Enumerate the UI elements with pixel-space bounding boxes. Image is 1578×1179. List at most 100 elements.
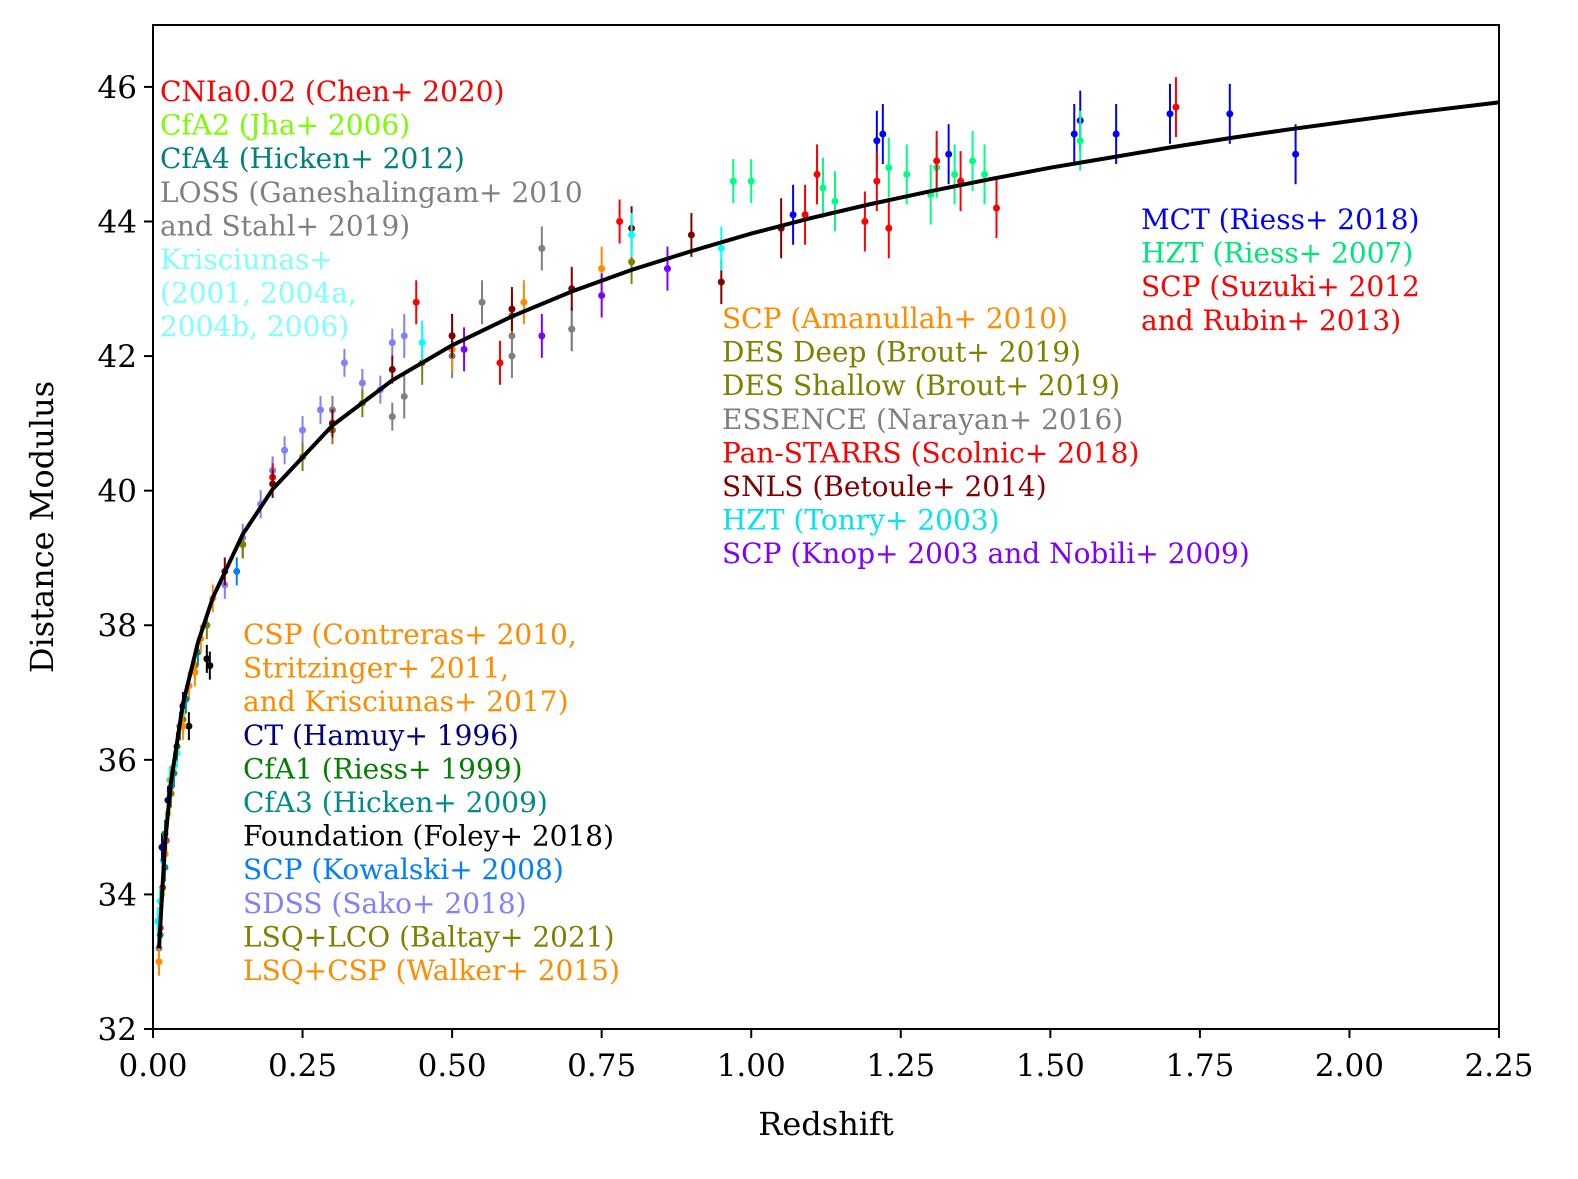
data-point bbox=[538, 244, 546, 252]
plot-marks bbox=[154, 77, 1500, 976]
data-point bbox=[992, 204, 1000, 212]
legend-entry: CNIa0.02 (Chen+ 2020) bbox=[160, 75, 504, 108]
x-tick-label: 0.25 bbox=[268, 1048, 337, 1084]
data-point bbox=[299, 426, 307, 434]
x-tick-label: 0.75 bbox=[567, 1048, 636, 1084]
data-point bbox=[1166, 110, 1174, 118]
y-tick-label: 32 bbox=[98, 1012, 137, 1048]
plot-frame bbox=[152, 24, 1500, 1030]
data-point bbox=[520, 298, 528, 306]
data-point bbox=[747, 177, 755, 185]
legend-entry: CSP (Contreras+ 2010, bbox=[243, 618, 577, 651]
data-point bbox=[340, 359, 348, 367]
legend-entry: SCP (Suzuki+ 2012 bbox=[1141, 270, 1420, 303]
data-point bbox=[568, 325, 576, 333]
data-point bbox=[448, 332, 456, 340]
legend-entry: Stritzinger+ 2011, bbox=[243, 652, 509, 685]
legend-entry: DES Shallow (Brout+ 2019) bbox=[722, 369, 1120, 402]
x-tick-label: 1.50 bbox=[1016, 1048, 1085, 1084]
data-point bbox=[206, 662, 214, 670]
x-tick-label: 1.75 bbox=[1165, 1048, 1234, 1084]
legend-entry: 2004b, 2006) bbox=[160, 310, 349, 343]
data-point bbox=[885, 224, 893, 232]
y-tick-label: 34 bbox=[98, 877, 137, 913]
data-point bbox=[873, 137, 881, 145]
legend-entry: CfA4 (Hicken+ 2012) bbox=[160, 142, 465, 175]
data-point bbox=[885, 164, 893, 172]
data-point bbox=[598, 265, 606, 273]
data-point bbox=[388, 339, 396, 347]
legend-entry: SCP (Knop+ 2003 and Nobili+ 2009) bbox=[722, 537, 1250, 570]
data-point bbox=[933, 157, 941, 165]
data-point bbox=[203, 655, 211, 663]
data-point bbox=[418, 339, 426, 347]
data-point bbox=[400, 392, 408, 400]
series-24 bbox=[801, 77, 1180, 259]
data-point bbox=[879, 130, 887, 138]
axes: 0.00 0.25 0.50 0.75 1.00 1.25 1.50 1.75 2.00 2.25… bbox=[98, 70, 1534, 1084]
data-point bbox=[508, 305, 516, 313]
legend-center: SCP (Amanullah+ 2010)DES Deep (Brout+ 20… bbox=[722, 302, 1250, 570]
data-point bbox=[598, 292, 606, 300]
data-point bbox=[1172, 103, 1180, 111]
data-point bbox=[873, 177, 881, 185]
data-point bbox=[412, 298, 420, 306]
series-21 bbox=[460, 246, 671, 372]
x-tick-label: 2.25 bbox=[1464, 1048, 1533, 1084]
data-point bbox=[831, 197, 839, 205]
data-point bbox=[945, 150, 953, 158]
x-tick-label: 0.00 bbox=[118, 1048, 187, 1084]
legend-entry: Foundation (Foley+ 2018) bbox=[243, 820, 614, 853]
y-axis-title: Distance Modulus bbox=[23, 381, 61, 673]
data-point bbox=[663, 265, 671, 273]
legend-entry: SNLS (Betoule+ 2014) bbox=[722, 470, 1047, 503]
legend-entry: Pan-STARRS (Scolnic+ 2018) bbox=[722, 436, 1139, 469]
x-tick-label: 0.50 bbox=[418, 1048, 487, 1084]
data-point bbox=[801, 211, 809, 219]
legend-entry: DES Deep (Brout+ 2019) bbox=[722, 336, 1081, 369]
data-point bbox=[538, 332, 546, 340]
series-20 bbox=[418, 212, 725, 365]
data-point bbox=[819, 184, 827, 192]
data-point bbox=[281, 446, 289, 454]
legend-entry: HZT (Riess+ 2007) bbox=[1141, 237, 1413, 270]
data-point bbox=[239, 540, 247, 548]
legend-entry: LSQ+CSP (Walker+ 2015) bbox=[243, 954, 620, 987]
data-point bbox=[628, 258, 636, 266]
legend-entry: Krisciunas+ bbox=[160, 243, 333, 276]
legend-entry: SDSS (Sako+ 2018) bbox=[243, 887, 527, 920]
data-point bbox=[388, 413, 396, 421]
legend-entry: SCP (Kowalski+ 2008) bbox=[243, 853, 564, 886]
data-point bbox=[400, 332, 408, 340]
x-axis-title: Redshift bbox=[758, 1105, 894, 1143]
data-point bbox=[460, 345, 468, 353]
data-point bbox=[1076, 137, 1084, 145]
y-tick-label: 36 bbox=[98, 743, 137, 779]
data-point bbox=[717, 244, 725, 252]
legend-entry: MCT (Riess+ 2018) bbox=[1141, 203, 1419, 236]
legend-entry: CfA2 (Jha+ 2006) bbox=[160, 109, 410, 142]
data-point bbox=[1226, 110, 1234, 118]
data-point bbox=[789, 211, 797, 219]
data-point bbox=[729, 177, 737, 185]
legend-entry: LOSS (Ganeshalingam+ 2010 bbox=[160, 176, 583, 209]
y-tick-label: 40 bbox=[98, 474, 137, 510]
legend-bottom-left: CSP (Contreras+ 2010,Stritzinger+ 2011,a… bbox=[243, 618, 620, 987]
y-tick-label: 46 bbox=[98, 70, 137, 106]
legends: CNIa0.02 (Chen+ 2020)CfA2 (Jha+ 2006)CfA… bbox=[160, 75, 1420, 987]
data-point bbox=[1292, 150, 1300, 158]
x-tick-label: 1.00 bbox=[717, 1048, 786, 1084]
legend-entry: and Krisciunas+ 2017) bbox=[243, 685, 569, 718]
series-9 bbox=[185, 644, 214, 741]
data-point bbox=[981, 170, 989, 178]
legend-entry: SCP (Amanullah+ 2010) bbox=[722, 302, 1068, 335]
legend-entry: (2001, 2004a, bbox=[160, 277, 357, 310]
data-point bbox=[155, 958, 163, 966]
data-point bbox=[717, 278, 725, 286]
data-point bbox=[496, 359, 504, 367]
data-point bbox=[388, 366, 396, 374]
legend-entry: and Rubin+ 2013) bbox=[1141, 304, 1401, 337]
data-point bbox=[478, 298, 486, 306]
